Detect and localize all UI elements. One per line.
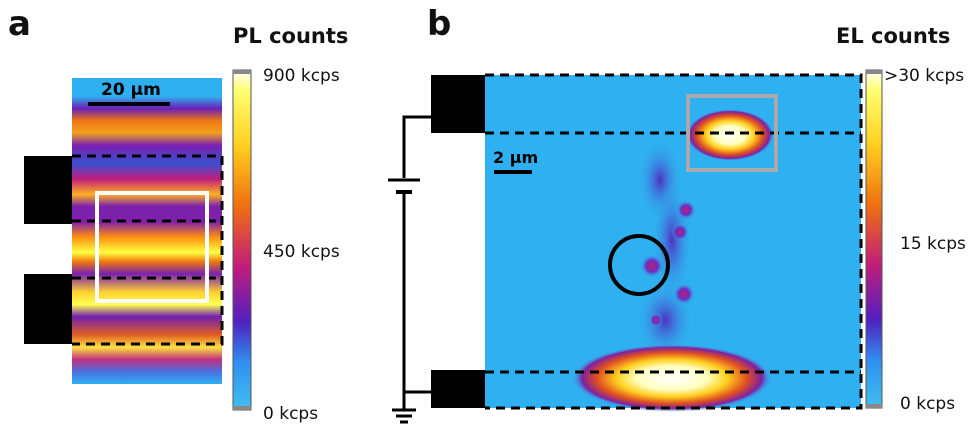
panel-b-label: b xyxy=(427,4,452,44)
el-tick-mid: 15 kcps xyxy=(900,234,966,254)
device-outline-b xyxy=(485,73,863,410)
el-tick-min: 0 kcps xyxy=(900,394,956,414)
contact-pad-b-top xyxy=(431,75,485,133)
pl-map xyxy=(72,78,222,384)
voltage-source-circuit xyxy=(388,115,431,424)
pl-tick-min: 0 kcps xyxy=(263,404,319,424)
contact-pad-a-top xyxy=(24,156,72,224)
roi-box-a xyxy=(95,191,209,303)
el-colorbar-title: EL counts xyxy=(836,24,951,48)
el-colorbar xyxy=(865,69,883,409)
pl-tick-mid: 450 kcps xyxy=(263,242,340,262)
pl-tick-max: 900 kcps xyxy=(263,66,340,86)
emission-spot-marker xyxy=(608,234,670,296)
roi-box-b xyxy=(686,94,778,172)
pl-colorbar xyxy=(232,69,252,411)
el-map xyxy=(485,75,861,412)
scale-bar-b-label: 2 µm xyxy=(493,148,539,167)
scale-bar-a-label: 20 µm xyxy=(101,80,161,100)
el-tick-max: >30 kcps xyxy=(884,66,965,86)
pl-colorbar-title: PL counts xyxy=(233,24,349,48)
contact-pad-a-bottom xyxy=(24,274,72,344)
panel-a-label: a xyxy=(8,4,31,44)
contact-pad-b-bottom xyxy=(431,370,485,408)
device-outline-a xyxy=(72,154,224,346)
